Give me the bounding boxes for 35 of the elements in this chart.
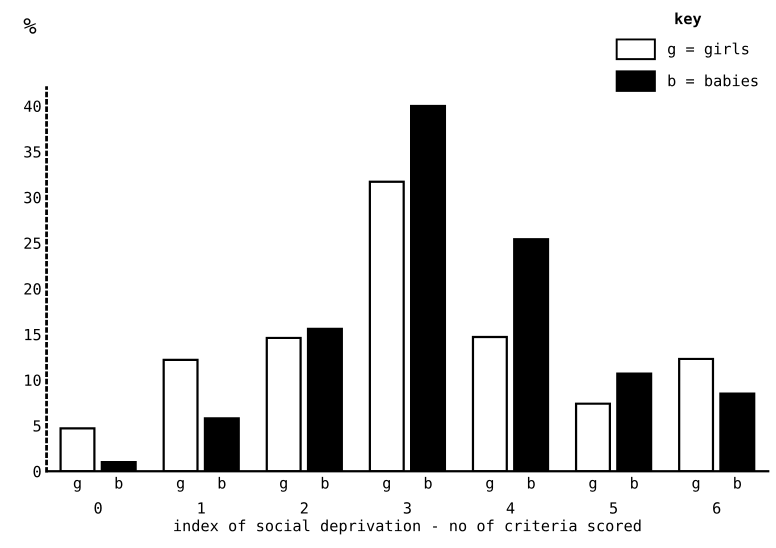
x-tick-label: 1 — [198, 502, 205, 514]
y-tick-label: 25 — [24, 237, 40, 250]
y-tick-label: 15 — [25, 328, 40, 340]
text: g — [383, 480, 390, 492]
text: b — [116, 476, 122, 489]
x-tick-label: 4 — [506, 502, 514, 514]
text: b — [631, 476, 638, 489]
text: b — [218, 476, 226, 489]
y-tick-label: 10 — [25, 374, 41, 386]
text: g — [486, 480, 494, 492]
text: g — [280, 480, 287, 492]
text: b — [528, 476, 535, 489]
legend-label: g = girls — [668, 42, 748, 58]
legend-title: key — [675, 12, 702, 28]
text: g — [589, 480, 596, 492]
text: g — [176, 480, 184, 492]
text: g — [74, 480, 81, 492]
x-tick-label: 6 — [713, 502, 720, 514]
y-tick-label: 40 — [24, 100, 41, 112]
y-tick-label: 0 — [33, 466, 41, 478]
y-axis-title: % — [24, 18, 36, 34]
legend-label: b = babies — [668, 74, 758, 86]
y-tick-label: 30 — [24, 192, 41, 204]
y-tick-label: 35 — [24, 146, 40, 158]
y-tick-label: 20 — [24, 283, 41, 295]
y-tick-label: 5 — [34, 420, 40, 432]
text: b — [734, 476, 742, 489]
text: b — [424, 476, 432, 489]
x-tick-label: 0 — [94, 502, 102, 514]
text: g — [692, 480, 700, 492]
x-tick-label: 5 — [610, 502, 617, 514]
x-axis-title: index of social deprivation - no of criteria scored — [174, 519, 641, 534]
x-tick-label: 2 — [300, 502, 308, 514]
x-tick-label: 3 — [404, 502, 411, 514]
text: b — [322, 476, 329, 489]
